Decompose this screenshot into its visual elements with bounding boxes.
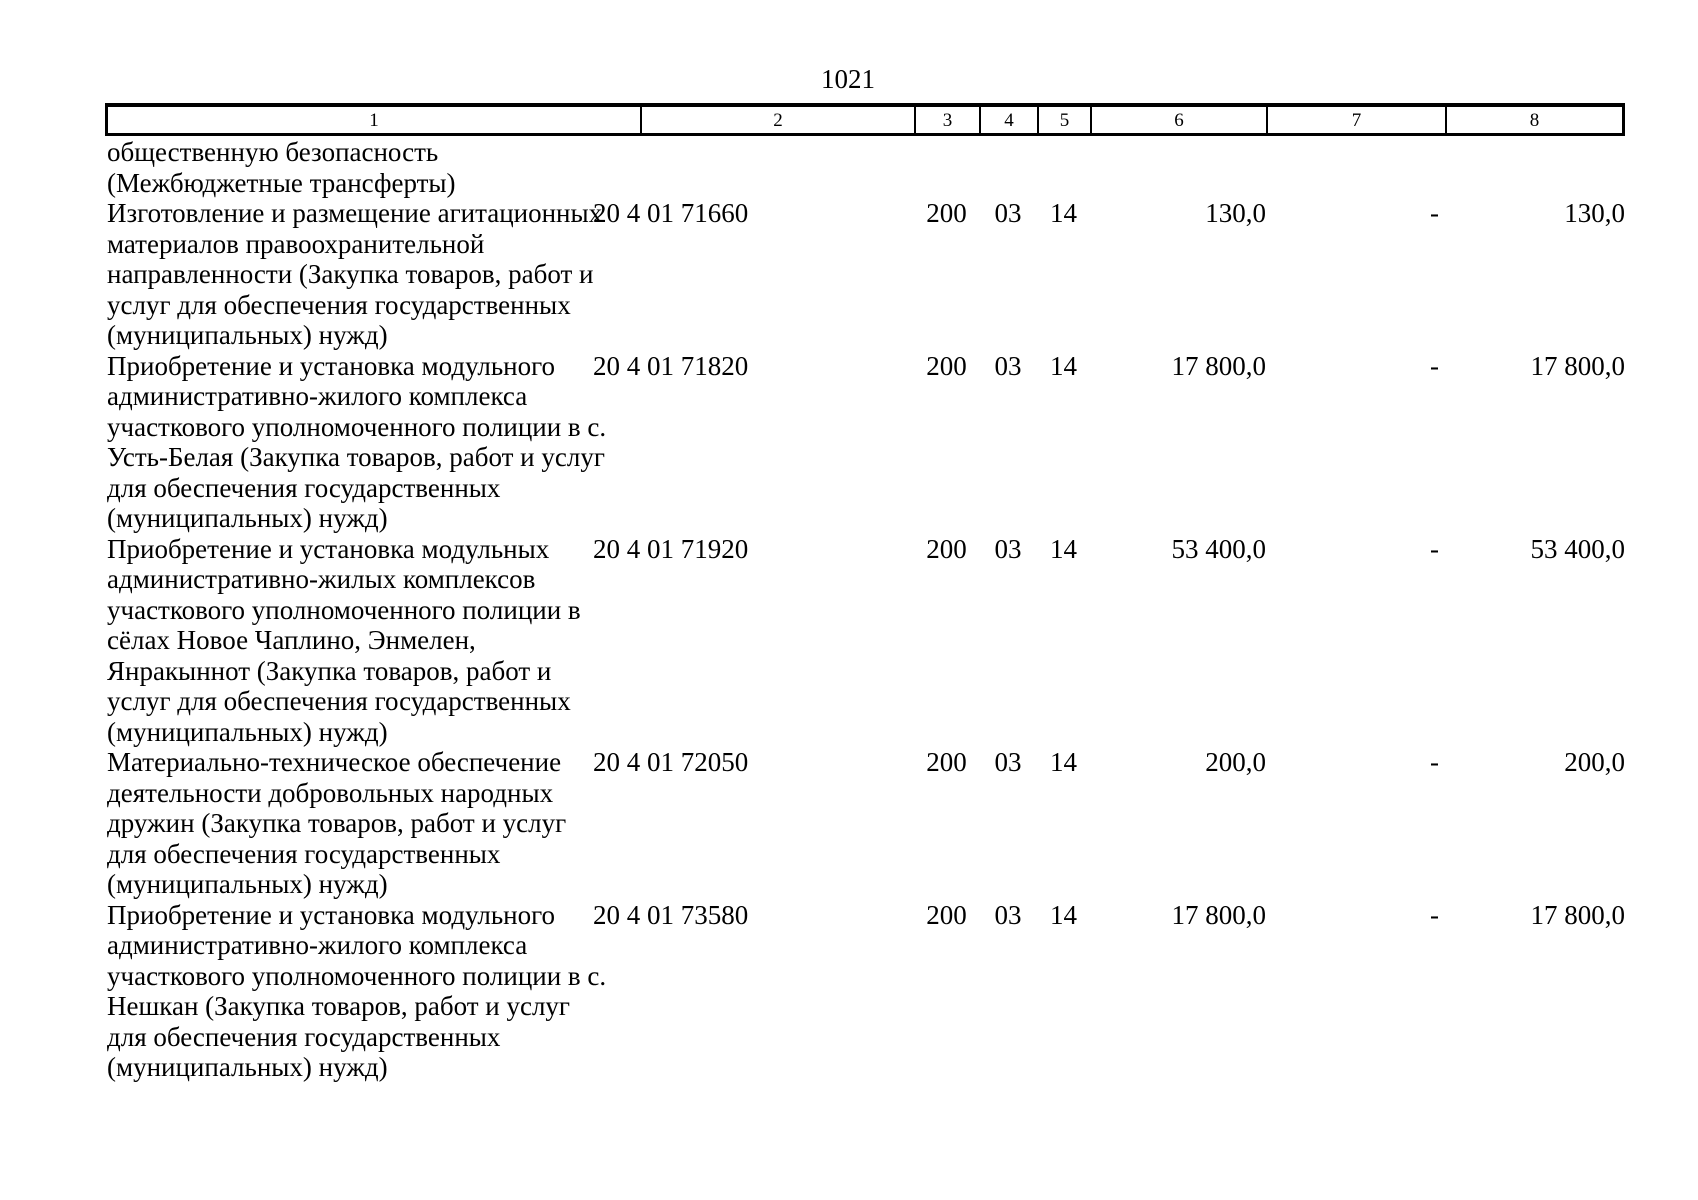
code-cell: 20 4 01 73580 <box>593 899 749 930</box>
col3-cell: 200 <box>926 899 967 930</box>
table-row: Приобретение и установка модульных админ… <box>105 534 1625 748</box>
header-cell-4: 4 <box>981 107 1039 133</box>
col3-cell: 200 <box>926 350 967 381</box>
col6-amount-cell: 130,0 <box>1205 198 1266 228</box>
col7-dash-cell: - <box>1430 198 1439 228</box>
col4-cell: 03 <box>994 899 1022 930</box>
table-row: Материально-техническое обеспечение деят… <box>105 747 1625 900</box>
col7-dash-cell: - <box>1430 899 1439 930</box>
col6-amount-cell <box>1090 137 1266 198</box>
table-row: Приобретение и установка модульного адми… <box>105 900 1625 1083</box>
col7-dash-cell: - <box>1430 747 1439 777</box>
col8-amount-cell: 17 800,0 <box>1530 350 1626 381</box>
col7-dash-cell: - <box>1430 350 1439 381</box>
table-body: общественную безопасность (Межбюджетные … <box>105 137 1625 1083</box>
code-cell <box>593 137 914 198</box>
col4-cell: 03 <box>994 350 1022 381</box>
col8-amount-cell <box>1445 137 1625 198</box>
header-cell-3: 3 <box>916 107 981 133</box>
header-cell-1: 1 <box>108 107 642 133</box>
col3-cell <box>914 137 979 198</box>
col3-cell: 200 <box>926 533 967 564</box>
header-cell-2: 2 <box>642 107 916 133</box>
col4-cell: 03 <box>994 533 1022 564</box>
col8-amount-cell: 17 800,0 <box>1530 899 1626 930</box>
col5-cell: 14 <box>1050 899 1077 930</box>
col4-cell: 03 <box>994 747 1022 777</box>
col8-amount-cell: 53 400,0 <box>1530 533 1626 564</box>
description-cell: Приобретение и установка модульных админ… <box>107 533 581 747</box>
description-cell: Материально-техническое обеспечение деят… <box>107 747 567 899</box>
col6-amount-cell: 200,0 <box>1205 747 1266 777</box>
col5-cell <box>1037 137 1090 198</box>
header-cell-5: 5 <box>1039 107 1092 133</box>
code-cell: 20 4 01 71660 <box>593 198 749 228</box>
page-number: 1021 <box>821 64 875 94</box>
col6-amount-cell: 53 400,0 <box>1171 533 1267 564</box>
description-cell: Приобретение и установка модульного адми… <box>107 350 607 534</box>
col8-amount-cell: 130,0 <box>1564 198 1625 228</box>
col3-cell: 200 <box>926 747 967 777</box>
description-cell: Приобретение и установка модульного адми… <box>107 899 607 1083</box>
col6-amount-cell: 17 800,0 <box>1171 350 1267 381</box>
col5-cell: 14 <box>1050 198 1077 228</box>
code-cell: 20 4 01 71920 <box>593 533 749 564</box>
code-cell: 20 4 01 71820 <box>593 350 749 381</box>
table-header-row: 1 2 3 4 5 6 7 8 <box>105 103 1625 136</box>
header-cell-6: 6 <box>1092 107 1268 133</box>
table-row: Изготовление и размещение агитационных м… <box>105 198 1625 351</box>
col6-amount-cell: 17 800,0 <box>1171 899 1267 930</box>
header-cell-7: 7 <box>1268 107 1447 133</box>
code-cell: 20 4 01 72050 <box>593 747 749 777</box>
col7-dash-cell: - <box>1430 533 1439 564</box>
header-cell-8: 8 <box>1529 109 1540 131</box>
col5-cell: 14 <box>1050 350 1077 381</box>
col4-cell <box>979 137 1037 198</box>
description-cell: общественную безопасность (Межбюджетные … <box>107 137 456 198</box>
col5-cell: 14 <box>1050 533 1077 564</box>
col8-amount-cell: 200,0 <box>1564 747 1625 777</box>
table-row: общественную безопасность (Межбюджетные … <box>105 137 1625 198</box>
col5-cell: 14 <box>1050 747 1077 777</box>
col7-dash-cell <box>1266 137 1445 198</box>
table-row: Приобретение и установка модульного адми… <box>105 351 1625 534</box>
col4-cell: 03 <box>994 198 1022 228</box>
col3-cell: 200 <box>926 198 967 228</box>
description-cell: Изготовление и размещение агитационных м… <box>107 198 603 350</box>
